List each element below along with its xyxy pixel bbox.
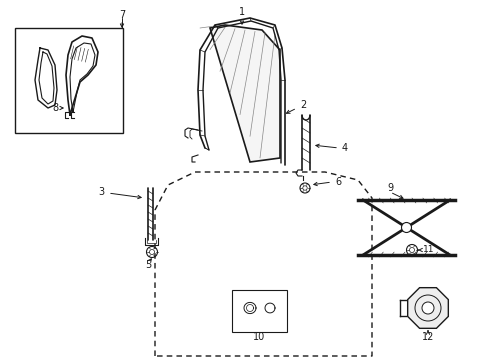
Text: 10: 10 bbox=[252, 332, 264, 342]
Circle shape bbox=[401, 222, 411, 233]
Text: 1: 1 bbox=[239, 7, 244, 17]
Text: 11: 11 bbox=[422, 246, 434, 255]
Polygon shape bbox=[209, 25, 280, 162]
Text: 6: 6 bbox=[334, 177, 340, 187]
Text: 5: 5 bbox=[144, 260, 151, 270]
Text: 4: 4 bbox=[341, 143, 347, 153]
Text: 3: 3 bbox=[98, 187, 104, 197]
Text: 8: 8 bbox=[52, 103, 58, 113]
Text: 9: 9 bbox=[386, 183, 392, 193]
Bar bbox=[15, 28, 123, 133]
Polygon shape bbox=[407, 288, 447, 328]
Text: 7: 7 bbox=[119, 10, 125, 20]
Bar bbox=[231, 290, 286, 332]
Text: 2: 2 bbox=[299, 100, 305, 110]
Text: 12: 12 bbox=[421, 332, 433, 342]
Circle shape bbox=[421, 302, 433, 314]
